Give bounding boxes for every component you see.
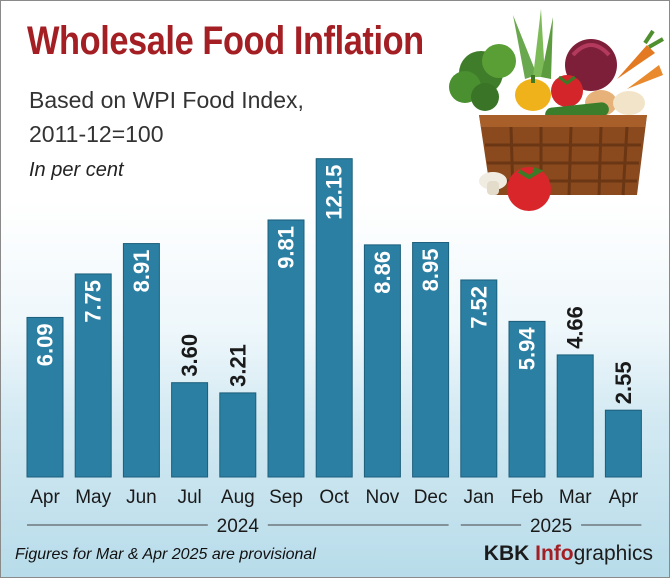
bar xyxy=(26,316,64,478)
value-label: 8.86 xyxy=(370,251,395,294)
value-label: 8.91 xyxy=(129,250,154,293)
bar-group: 8.86 xyxy=(363,244,401,478)
broccoli-icon xyxy=(449,44,516,111)
provisional-footnote: Figures for Mar & Apr 2025 are provision… xyxy=(15,546,316,563)
bar xyxy=(508,320,546,478)
tomato-icon xyxy=(551,75,583,107)
x-tick-label: Feb xyxy=(511,487,544,508)
bar-group: 7.52 xyxy=(460,279,498,478)
value-label: 5.94 xyxy=(515,327,540,371)
year-groups: 2024 2025 xyxy=(27,516,642,537)
bar-group: 2.55 xyxy=(604,361,642,478)
value-label: 7.75 xyxy=(81,280,106,323)
x-tick-label: Sep xyxy=(269,487,303,508)
mushroom-icon xyxy=(479,172,507,195)
bar-group: 4.66 xyxy=(556,306,594,478)
bar xyxy=(363,244,401,478)
bar xyxy=(219,392,257,478)
tomato-front-icon xyxy=(507,167,551,211)
x-tick-label: Oct xyxy=(319,487,349,508)
vegetable-basket-illustration xyxy=(449,9,664,211)
bar xyxy=(604,409,642,478)
x-tick-label: Aug xyxy=(221,487,255,508)
bar xyxy=(315,158,353,478)
value-label: 9.81 xyxy=(274,226,299,269)
credit-part-3: graphics xyxy=(573,542,653,565)
bar-group: 12.15 xyxy=(315,158,353,478)
x-tick-label: Nov xyxy=(366,487,400,508)
bar xyxy=(171,382,209,478)
source-credit: KBK Infographics xyxy=(484,542,653,566)
unit-label: In per cent xyxy=(29,159,124,181)
x-tick-label: Jul xyxy=(177,487,201,508)
bars-layer: 6.09 7.75 8.91 3.60 3.21 9.81 12.15 8.86 8.95 7.5… xyxy=(26,158,642,478)
bar xyxy=(267,219,305,478)
x-tick-label: Dec xyxy=(414,487,448,508)
year-group: 2024 xyxy=(27,516,449,537)
credit-part-1: KBK xyxy=(483,542,536,565)
subtitle-line-1: Based on WPI Food Index, xyxy=(29,87,304,113)
x-tick-label: Apr xyxy=(30,487,60,508)
bar xyxy=(74,273,112,478)
value-label: 2.55 xyxy=(611,361,636,404)
value-label: 7.52 xyxy=(466,286,491,329)
x-tick-label: Apr xyxy=(609,487,639,508)
bar xyxy=(460,279,498,478)
year-label: 2025 xyxy=(530,516,572,537)
x-tick-label: Mar xyxy=(559,487,592,508)
bar-group: 7.75 xyxy=(74,273,112,478)
bar-group: 8.91 xyxy=(122,243,160,478)
bar-group: 3.60 xyxy=(171,334,209,478)
value-label: 3.60 xyxy=(177,334,202,377)
bar-group: 6.09 xyxy=(26,316,64,478)
year-label: 2024 xyxy=(217,516,260,537)
cabbage-icon xyxy=(565,39,617,91)
x-tick-label: Jun xyxy=(126,487,157,508)
chart-title: Wholesale Food Inflation xyxy=(27,19,424,63)
credit-part-2: Info xyxy=(535,542,574,565)
bar xyxy=(412,242,450,478)
value-label: 6.09 xyxy=(33,323,58,366)
value-label: 8.95 xyxy=(418,249,443,292)
bar-group: 9.81 xyxy=(267,219,305,478)
x-tick-label: Jan xyxy=(463,487,494,508)
bar-group: 8.95 xyxy=(412,242,450,478)
leek-icon xyxy=(513,9,553,79)
bar xyxy=(556,354,594,478)
value-label: 4.66 xyxy=(563,306,588,349)
x-tick-label: May xyxy=(75,487,111,508)
pepper-icon xyxy=(515,75,551,111)
year-group: 2025 xyxy=(460,516,642,537)
subtitle-line-2: 2011-12=100 xyxy=(29,121,164,147)
carrot-icon xyxy=(617,29,664,89)
x-axis-ticks: Apr May Jun Jul Aug Sep Oct Nov Dec Jan Feb Mar Apr xyxy=(30,487,639,508)
bar-group: 3.21 xyxy=(219,344,257,478)
bar xyxy=(122,243,160,478)
value-label: 3.21 xyxy=(225,344,250,387)
chart-subtitle: Based on WPI Food Index, 2011-12=100 xyxy=(29,83,304,151)
value-label: 12.15 xyxy=(322,165,347,220)
bar-group: 5.94 xyxy=(508,320,546,478)
